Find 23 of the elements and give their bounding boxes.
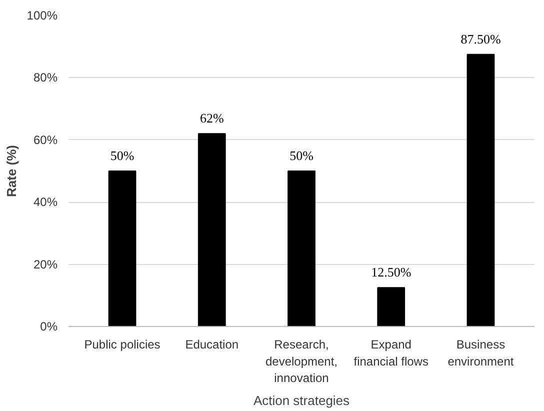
bar bbox=[466, 54, 495, 326]
x-tick-label: Public policies bbox=[84, 338, 160, 352]
y-tick-label: 100% bbox=[26, 8, 58, 22]
y-tick-label: 20% bbox=[33, 257, 58, 272]
data-label: 50% bbox=[290, 148, 314, 163]
data-label: 50% bbox=[110, 148, 134, 163]
x-tick-label: Education bbox=[185, 338, 239, 352]
bar bbox=[108, 170, 136, 326]
y-tick-label: 80% bbox=[33, 70, 58, 85]
y-tick-label: 0% bbox=[40, 320, 58, 334]
bar bbox=[377, 287, 406, 326]
data-label: 12.50% bbox=[371, 264, 412, 280]
y-tick-label: 40% bbox=[33, 195, 58, 210]
data-label: 87.50% bbox=[460, 31, 501, 46]
data-label: 62% bbox=[200, 110, 224, 126]
bar bbox=[198, 133, 226, 326]
y-axis-title: Rate (%) bbox=[4, 144, 19, 198]
x-axis-title: Action strategies bbox=[253, 393, 350, 408]
x-tick-label: Research, development, innovation bbox=[265, 338, 338, 386]
x-tick-label: Expand financial flows bbox=[354, 338, 428, 368]
bar bbox=[288, 170, 316, 326]
y-tick-label: 60% bbox=[33, 132, 58, 147]
x-tick-label: Business environment bbox=[448, 338, 514, 368]
